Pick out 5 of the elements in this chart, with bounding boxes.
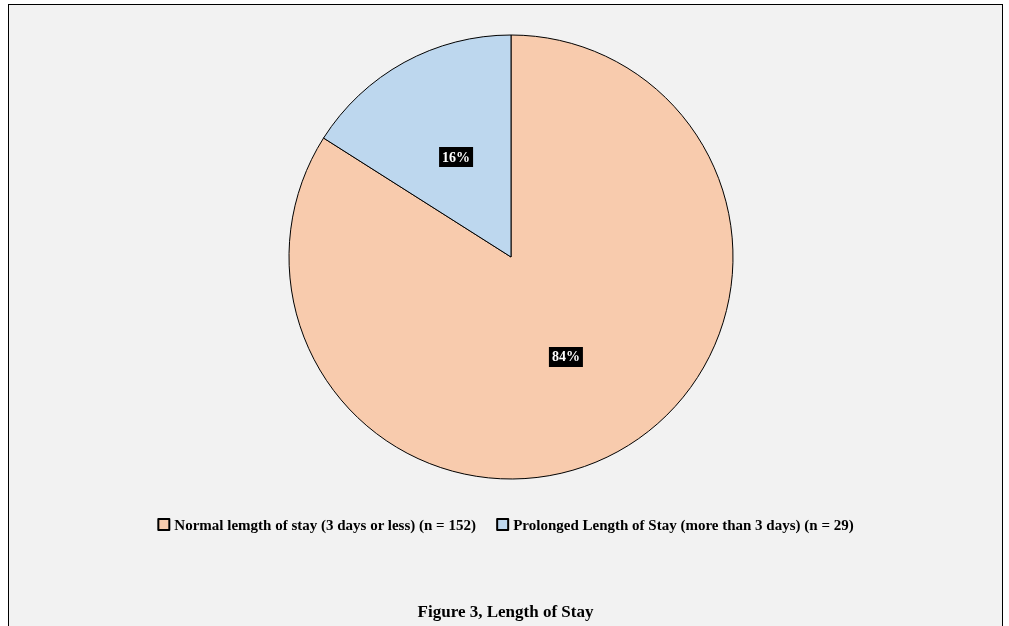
text: Figure 3, Length of Stay	[417, 602, 594, 621]
legend-label: Prolonged Length of Stay (more than 3 days) (n = 29)	[513, 516, 854, 534]
data-label: 84%	[551, 349, 580, 365]
legend-label: Normal lemgth of stay (3 days or less) (n = 152)	[174, 516, 476, 534]
data-label: 16%	[442, 149, 471, 165]
